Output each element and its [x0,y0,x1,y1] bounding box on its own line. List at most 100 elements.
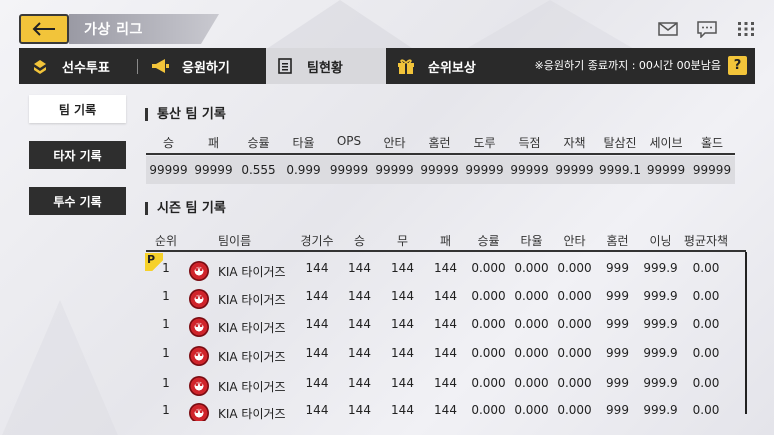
cheer-timer-notice: ※응원하기 종료까지 : 00시간 00분남음 [534,59,721,72]
team-name: KIA 타이거즈 [218,264,286,279]
stat-cell: 999 [606,289,629,303]
team-logo-icon [189,317,209,337]
stat-cell: 0.000 [557,317,592,331]
stat-cell: 0.000 [471,261,506,275]
stat-cell: 144 [434,376,457,390]
grid-menu-icon[interactable] [735,20,757,38]
stat-cell: 0.000 [514,376,549,390]
stat-cell: 144 [348,376,371,390]
gift-icon [398,59,414,74]
stat-cell: 0.00 [692,289,720,303]
col-header: 이닝 [649,234,672,248]
main-nav: 선수투표 응원하기 팀현황 순위보상 ※응원하기 종료까지 : 00시간 00분… [19,48,755,84]
stat-cell: 144 [348,261,371,275]
back-arrow-icon [32,22,55,36]
table-row[interactable]: 1 KIA 타이거즈 144 144 144 144 0.000 0.000 0.000 999 9… [146,261,730,281]
stat-value: 99999 [465,163,504,177]
stat-cell: 144 [391,403,414,417]
stat-cell: 144 [434,261,457,275]
scrollbar[interactable] [745,252,747,414]
stat-cell: 144 [391,261,414,275]
stat-cell: 144 [434,403,457,417]
stat-cell: 999.9 [643,376,678,390]
side-item-team-record[interactable]: 팀 기록 [29,95,126,123]
stat-cell: 999.9 [643,346,678,360]
stat-cell: 144 [305,346,329,360]
rank-cell: 1 [162,289,170,303]
team-name-cell: KIA 타이거즈 [186,376,296,396]
team-name: KIA 타이거즈 [218,406,286,421]
col-header: 패 [207,136,220,150]
table-row[interactable]: 1 KIA 타이거즈 144 144 144 144 0.000 0.000 0.000 999 9… [146,346,730,366]
table-row[interactable]: 1 KIA 타이거즈 144 144 144 144 0.000 0.000 0.000 999 9… [146,317,730,337]
stat-cell: 0.000 [514,346,549,360]
stat-value: 0.999 [286,163,321,177]
team-logo-wrap [189,376,209,396]
col-header: 득점 [518,136,541,150]
stat-cell: 144 [348,346,371,360]
stat-cell: 144 [434,346,457,360]
stat-cell: 0.000 [514,261,549,275]
col-header: 평균자책 [683,234,729,248]
tab-team-status[interactable]: 팀현황 [266,48,386,84]
team-name: KIA 타이거즈 [218,292,286,307]
col-header: 홀드 [700,136,724,150]
stat-cell: 0.000 [471,403,506,417]
megaphone-icon [152,59,169,73]
team-name-cell: KIA 타이거즈 [186,346,296,366]
bg-shape [0,300,120,435]
stat-value: 99999 [692,163,732,177]
back-button[interactable] [19,14,69,44]
season-record-header: 순위 팀이름 경기수 승 무 패 승률 타율 안타 홈런 이닝 평균자책 [146,232,730,249]
stat-cell: 0.00 [692,403,720,417]
chat-icon[interactable] [696,20,718,38]
stat-cell: 144 [348,317,371,331]
stat-value: 99999 [329,163,369,177]
col-header: 도루 [473,136,496,150]
team-name-cell: KIA 타이거즈 [186,261,296,281]
stat-cell: 144 [391,346,414,360]
stat-cell: 0.00 [692,317,720,331]
col-header: 승 [353,234,366,248]
side-item-batter-record[interactable]: 타자 기록 [29,141,126,169]
col-header: 안타 [563,234,586,248]
stat-value: 99999 [375,163,414,177]
top-bar: 가상 리그 [0,0,774,48]
stat-cell: 999.9 [643,261,678,275]
table-row[interactable]: 1 KIA 타이거즈 144 144 144 144 0.000 0.000 0.000 999 9… [146,376,730,396]
mail-icon[interactable] [657,20,679,38]
stat-cell: 0.000 [514,403,549,417]
total-record-title: 통산 팀 기록 [145,108,226,121]
stat-cell: 0.000 [514,317,549,331]
stat-cell: 999.9 [643,317,678,331]
team-name: KIA 타이거즈 [218,320,286,335]
stat-cell: 0.000 [471,376,506,390]
rank-cell: 1 [162,403,170,417]
stat-cell: 144 [348,403,371,417]
stat-cell: 0.000 [471,317,506,331]
table-row[interactable]: 1 KIA 타이거즈 144 144 144 144 0.000 0.000 0.000 999 9… [146,289,730,309]
help-button[interactable]: ? [728,56,747,75]
stat-cell: 0.000 [557,346,592,360]
tab-label: 팀현황 [307,60,343,76]
team-logo-icon [189,346,209,366]
tab-cheer[interactable]: 응원하기 [151,48,261,84]
stat-cell: 144 [305,317,329,331]
stat-cell: 0.00 [692,261,720,275]
tab-label: 선수투표 [62,60,110,76]
col-header: 승 [162,136,175,150]
stat-cell: 144 [305,289,329,303]
stat-value: 99999 [194,163,233,177]
team-logo-wrap [189,289,209,309]
stat-cell: 0.000 [557,289,592,303]
stat-value: 99999 [646,163,686,177]
rank-cell: 1 [162,346,170,360]
side-item-pitcher-record[interactable]: 투수 기록 [29,187,126,215]
col-header: 패 [439,234,452,248]
tab-rank-reward[interactable]: 순위보상 [397,48,507,84]
table-row[interactable]: 1 KIA 타이거즈 144 144 144 144 0.000 0.000 0.000 999 9… [146,403,730,421]
tab-player-vote[interactable]: 선수투표 [31,48,141,84]
stat-cell: 999 [606,403,629,417]
team-name-cell: KIA 타이거즈 [186,317,296,337]
stat-cell: 0.000 [514,289,549,303]
